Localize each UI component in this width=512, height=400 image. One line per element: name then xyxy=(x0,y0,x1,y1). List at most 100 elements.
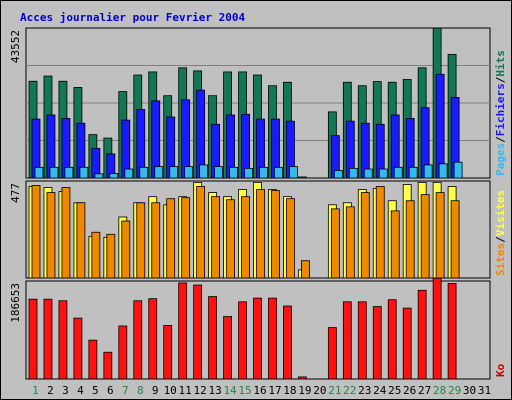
bar-sites-day-24 xyxy=(375,186,385,279)
bar-ko-day-28 xyxy=(432,277,442,380)
bar-sites-day-25 xyxy=(390,210,400,279)
bar-pages-day-28 xyxy=(438,163,448,179)
bar-ko-day-8 xyxy=(133,300,143,380)
bar-ko-day-23 xyxy=(357,301,367,380)
x-tick-label-day-5: 5 xyxy=(92,384,99,397)
x-tick-label-day-28: 28 xyxy=(433,384,446,397)
bar-ko-day-13 xyxy=(208,296,218,380)
bar-sites-day-21 xyxy=(330,208,340,279)
bar-ko-day-2 xyxy=(43,298,53,380)
panel-visits: 477 Sites/Visites xyxy=(9,180,507,279)
bar-ko-day-10 xyxy=(163,325,173,380)
x-tick-label-day-2: 2 xyxy=(47,384,54,397)
bar-sites-day-13 xyxy=(211,196,221,279)
x-tick-label-day-21: 21 xyxy=(328,384,341,397)
bar-sites-day-5 xyxy=(91,231,101,279)
x-tick-label-day-25: 25 xyxy=(388,384,401,397)
bar-sites-day-15 xyxy=(241,196,250,279)
x-tick-label-day-17: 17 xyxy=(268,384,281,397)
x-tick-label-day-23: 23 xyxy=(358,384,371,397)
bar-sites-day-8 xyxy=(136,202,146,279)
bar-pages-day-2 xyxy=(49,166,59,179)
bar-ko-day-22 xyxy=(342,301,352,380)
panel-visits-legend: Sites/Visites xyxy=(494,190,507,276)
bar-sites-day-11 xyxy=(181,197,191,279)
bar-ko-day-6 xyxy=(103,351,113,380)
bar-ko-day-16 xyxy=(253,297,262,380)
x-tick-label-day-11: 11 xyxy=(179,384,192,397)
bar-pages-day-23 xyxy=(363,168,373,179)
bar-pages-day-1 xyxy=(34,166,44,179)
bar-sites-day-10 xyxy=(166,198,176,279)
panel-ko-legend: Ko xyxy=(494,363,507,377)
x-tick-label-day-29: 29 xyxy=(448,384,461,397)
bar-sites-day-23 xyxy=(360,192,370,279)
bar-pages-day-12 xyxy=(199,164,209,179)
bar-hits-day-19 xyxy=(298,176,307,179)
x-tick-label-day-13: 13 xyxy=(208,384,221,397)
bar-ko-day-7 xyxy=(118,325,128,380)
bar-ko-day-25 xyxy=(387,299,397,380)
bar-pages-day-7 xyxy=(124,168,134,179)
bar-sites-day-6 xyxy=(106,233,116,279)
bar-pages-day-17 xyxy=(274,166,283,179)
bar-pages-day-13 xyxy=(214,166,224,179)
bar-pages-day-9 xyxy=(154,166,164,179)
bar-pages-day-5 xyxy=(94,173,104,179)
bar-sites-day-4 xyxy=(76,202,86,279)
bar-pages-day-16 xyxy=(259,166,268,179)
bar-ko-day-4 xyxy=(73,317,83,380)
bar-ko-day-3 xyxy=(58,300,68,380)
bar-ko-day-26 xyxy=(402,307,412,380)
panel-ko: 186653 Ko xyxy=(9,277,507,380)
bar-sites-day-28 xyxy=(435,192,445,279)
legend-hits-item-4: Hits xyxy=(494,50,507,77)
x-tick-label-day-8: 8 xyxy=(137,384,144,397)
x-tick-label-day-6: 6 xyxy=(107,384,114,397)
legend-hits-item-1: / xyxy=(494,136,507,143)
legend-visits-item-1: / xyxy=(494,236,507,243)
bar-pages-day-4 xyxy=(79,166,89,179)
bar-ko-day-1 xyxy=(28,298,38,380)
bar-pages-day-22 xyxy=(348,167,358,179)
x-tick-label-day-30: 30 xyxy=(463,384,476,397)
bar-ko-day-24 xyxy=(372,306,382,380)
bar-sites-day-29 xyxy=(450,200,460,279)
bar-sites-day-14 xyxy=(226,199,235,279)
panel-ko-ymax-label: 186653 xyxy=(9,283,22,323)
bar-sites-day-17 xyxy=(271,190,280,279)
bar-sites-day-19 xyxy=(301,260,310,279)
x-tick-label-day-10: 10 xyxy=(164,384,177,397)
legend-visits-item-0: Sites xyxy=(494,243,507,276)
bar-sites-day-22 xyxy=(345,206,355,279)
x-tick-label-day-26: 26 xyxy=(403,384,416,397)
legend-visits-item-2: Visites xyxy=(494,190,507,236)
bar-sites-day-27 xyxy=(420,194,430,279)
bar-ko-day-12 xyxy=(193,284,203,380)
bar-pages-day-27 xyxy=(423,164,433,179)
bar-ko-day-29 xyxy=(447,283,457,380)
x-tick-label-day-18: 18 xyxy=(283,384,296,397)
bar-pages-day-14 xyxy=(229,166,238,179)
chart-title: Acces journalier pour Fevrier 2004 xyxy=(20,11,246,24)
bar-pages-day-18 xyxy=(289,166,298,179)
bar-sites-day-16 xyxy=(256,189,265,279)
panel-hits-ymax-label: 43552 xyxy=(9,30,22,63)
bar-fichiers-day-28 xyxy=(435,73,445,179)
bar-pages-day-10 xyxy=(169,166,179,179)
x-tick-label-day-31: 31 xyxy=(478,384,491,397)
bar-pages-day-15 xyxy=(244,167,253,179)
panel-hits-legend: Pages/Fichiers/Hits xyxy=(494,50,507,176)
bar-pages-day-21 xyxy=(333,170,343,179)
x-tick-label-day-19: 19 xyxy=(298,384,311,397)
bar-sites-day-1 xyxy=(31,185,41,279)
x-tick-label-day-9: 9 xyxy=(152,384,159,397)
bar-pages-day-24 xyxy=(378,168,388,179)
bar-sites-day-26 xyxy=(405,200,415,279)
bar-ko-day-19 xyxy=(298,376,307,380)
chart-panels: 43552Pages/Fichiers/Hits477Sites/Visites… xyxy=(9,27,507,380)
bar-ko-day-17 xyxy=(268,297,277,380)
bar-pages-day-25 xyxy=(393,166,403,179)
